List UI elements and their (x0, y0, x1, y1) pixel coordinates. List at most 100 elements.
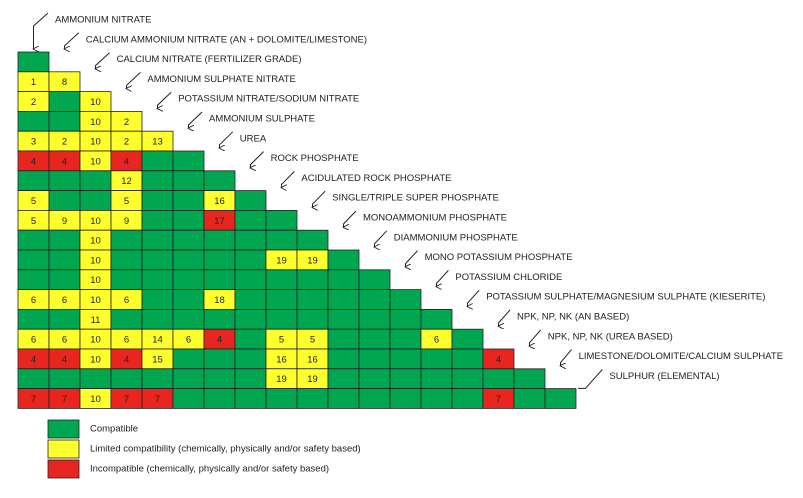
label-arrow (158, 91, 172, 108)
label-arrow (251, 151, 264, 168)
matrix-cell (172, 388, 205, 409)
matrix-cell (389, 308, 422, 330)
product-label: AMMONIUM NITRATE (55, 15, 151, 26)
matrix-cell (203, 348, 236, 370)
product-label: NPK, NP, NK (UREA BASED) (548, 331, 673, 342)
matrix-cell (327, 249, 360, 271)
matrix-cell (203, 249, 236, 271)
product-label: ROCK PHOSPHATE (271, 153, 359, 164)
matrix-cell (48, 368, 81, 389)
matrix-cell (234, 328, 267, 350)
matrix-cell (296, 308, 329, 330)
matrix-cell (234, 229, 267, 251)
matrix-cell (79, 170, 112, 192)
cell-note: 19 (276, 374, 287, 385)
matrix-cell (172, 190, 205, 211)
matrix-cell (141, 249, 174, 271)
matrix-cell (327, 368, 360, 389)
matrix-cell (48, 308, 81, 330)
matrix-cell (48, 269, 81, 290)
matrix-cell (203, 388, 236, 409)
product-label: CALCIUM AMMONIUM NITRATE (AN + DOLOMITE/… (86, 34, 367, 45)
label-arrow (220, 131, 234, 148)
matrix-cell (358, 348, 391, 370)
matrix-cell (544, 388, 577, 409)
matrix-cell (358, 328, 391, 350)
matrix-cell (327, 328, 360, 350)
matrix-cell (17, 170, 50, 192)
matrix-cell (358, 289, 391, 310)
cell-note: 10 (90, 394, 101, 405)
matrix-cell (172, 209, 205, 231)
matrix-cell (17, 111, 50, 132)
matrix-cell (79, 190, 112, 211)
cell-note: 9 (62, 216, 67, 227)
cell-note: 4 (124, 156, 129, 167)
cell-note: 4 (31, 354, 36, 365)
cell-note: 2 (31, 97, 36, 108)
product-label: NPK, NP, NK (AN BASED) (517, 312, 629, 323)
product-label: CALCIUM NITRATE (FERTILIZER GRADE) (117, 54, 302, 65)
matrix-cell (17, 249, 50, 271)
cell-note: 9 (124, 216, 129, 227)
matrix-cell (234, 348, 267, 370)
matrix-cell (358, 308, 391, 330)
matrix-cell (110, 368, 143, 389)
label-arrow (65, 32, 80, 49)
matrix-cell (265, 269, 298, 290)
matrix-cell (48, 190, 81, 211)
cell-note: 7 (31, 394, 36, 405)
matrix-cell (265, 308, 298, 330)
cell-note: 4 (31, 156, 36, 167)
label-arrow (578, 369, 603, 389)
legend-swatch (47, 439, 80, 459)
cell-note: 2 (124, 137, 129, 148)
legend-swatch (47, 419, 80, 439)
cell-note: 16 (307, 354, 318, 365)
label-arrow (282, 171, 295, 187)
cell-note: 10 (90, 295, 101, 306)
product-label: POTASSIUM CHLORIDE (455, 272, 562, 283)
matrix-cell (513, 368, 546, 389)
legend-label: Compatible (90, 424, 138, 435)
matrix-cell (17, 229, 50, 251)
cell-note: 16 (276, 354, 287, 365)
label-arrow (344, 210, 357, 227)
matrix-cell (172, 348, 205, 370)
matrix-cell (17, 51, 50, 73)
matrix-cell (234, 190, 267, 211)
matrix-cell (327, 348, 360, 370)
cell-note: 10 (90, 117, 101, 128)
cell-note: 2 (62, 137, 67, 148)
matrix-cell (327, 308, 360, 330)
matrix-cell (234, 308, 267, 330)
product-label: AMMONIUM SULPHATE NITRATE (147, 74, 296, 85)
cell-note: 19 (307, 255, 318, 266)
cell-note: 14 (152, 335, 163, 346)
cell-note: 5 (310, 335, 315, 346)
matrix-cell (172, 368, 205, 389)
cell-note: 16 (214, 196, 225, 207)
cell-note: 10 (90, 137, 101, 148)
matrix-cell (234, 289, 267, 310)
label-arrow (313, 190, 326, 207)
product-label: LIMESTONE/DOLOMITE/CALCIUM SULPHATE (579, 351, 783, 362)
cell-note: 12 (121, 176, 132, 187)
matrix-cell (172, 308, 205, 330)
matrix-cell (265, 388, 298, 409)
cell-note: 17 (214, 216, 225, 227)
matrix-cell (234, 368, 267, 389)
matrix-cell (48, 170, 81, 192)
cell-note: 4 (496, 354, 501, 365)
matrix-cell (234, 388, 267, 409)
cell-note: 7 (496, 394, 501, 405)
matrix-cell (141, 308, 174, 330)
matrix-cell (141, 269, 174, 290)
product-label: POTASSIUM NITRATE/SODIUM NITRATE (178, 94, 359, 105)
matrix-cell (389, 289, 422, 310)
matrix-cell (420, 348, 453, 370)
cell-note: 5 (124, 196, 129, 207)
matrix-cell (172, 170, 205, 192)
cell-note: 4 (217, 335, 222, 346)
legend-swatch (47, 459, 80, 479)
